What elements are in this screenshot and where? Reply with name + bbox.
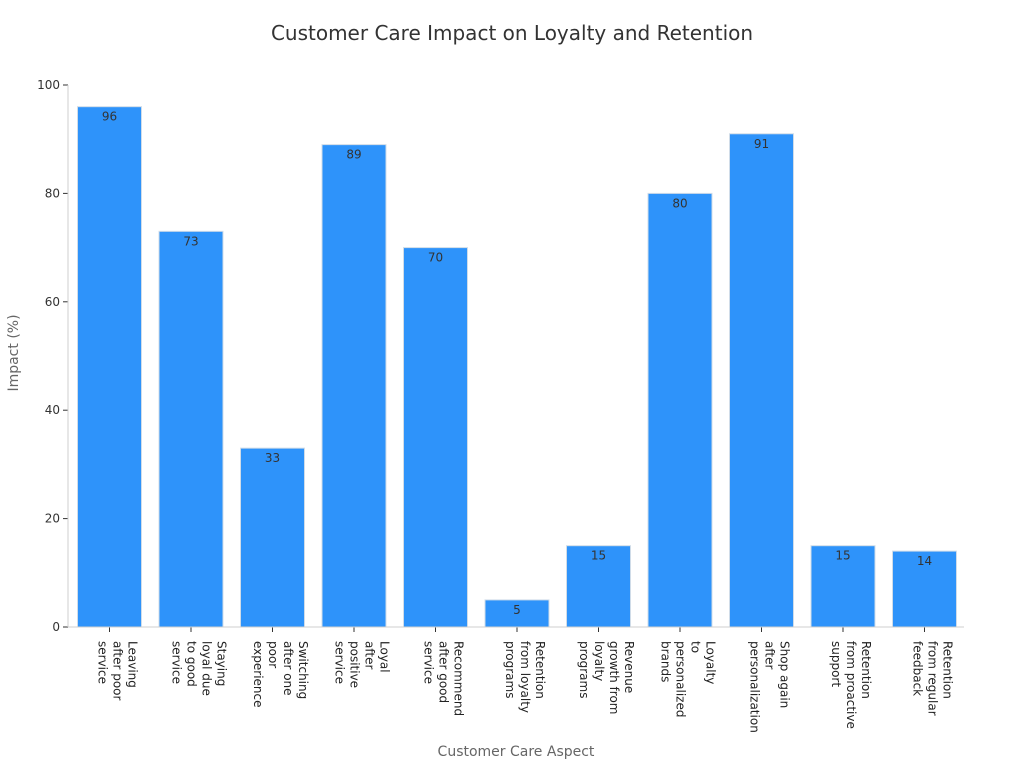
x-tick-label-line: positive xyxy=(348,641,362,688)
x-tick-label-line: to xyxy=(689,641,703,653)
x-tick-label-line: Loyal xyxy=(378,641,392,673)
x-tick-label-line: after good xyxy=(437,641,451,703)
x-tick-label-line: Revenue xyxy=(622,641,636,693)
x-tick-label-line: Retention xyxy=(859,641,873,699)
bar-value-label: 70 xyxy=(428,251,443,265)
x-tick-label-line: Shop again xyxy=(778,641,792,708)
x-tick-label-line: poor xyxy=(266,641,280,668)
bar xyxy=(647,192,713,628)
x-tick-label-line: after poor xyxy=(111,641,125,701)
bar xyxy=(158,230,224,628)
x-tick-label-line: programs xyxy=(577,641,591,698)
x-tick-label-line: feedback xyxy=(911,641,925,696)
x-tick-label-line: Loyalty xyxy=(704,641,718,684)
y-tick-label: 80 xyxy=(45,186,60,200)
x-tick-label-line: growth from xyxy=(607,641,621,715)
x-tick-label-line: after xyxy=(763,641,777,669)
bar xyxy=(810,545,876,628)
bar-value-label: 80 xyxy=(672,196,687,210)
x-tick-label-line: Switching xyxy=(296,641,310,699)
bar-value-label: 89 xyxy=(346,148,361,162)
x-tick-label-line: programs xyxy=(503,641,517,698)
y-tick-label: 40 xyxy=(45,403,60,417)
x-tick-label-line: after one xyxy=(281,641,295,696)
x-tick-label-line: loyal due xyxy=(200,641,214,696)
x-tick-label-line: Retention xyxy=(941,641,955,699)
x-tick-label-line: service xyxy=(170,641,184,684)
x-tick-label-line: from proactive xyxy=(844,641,858,729)
bar xyxy=(240,447,305,628)
bar-value-label: 73 xyxy=(183,234,198,248)
x-tick-label-line: loyalty xyxy=(592,641,606,681)
y-axis-title: Impact (%) xyxy=(6,314,22,391)
x-tick-label-line: Staying xyxy=(215,641,229,686)
bar-value-label: 91 xyxy=(754,137,769,151)
y-tick-label: 100 xyxy=(37,78,60,92)
bar xyxy=(729,133,794,628)
x-tick-label-line: Recommend xyxy=(452,641,466,716)
x-tick-label-line: from regular xyxy=(926,641,940,716)
y-tick-label: 0 xyxy=(52,620,60,634)
bar-value-label: 96 xyxy=(102,110,117,124)
bars: 96 73 33 89 70 5 15 80 91 15 14 xyxy=(77,106,957,628)
chart-title: Customer Care Impact on Loyalty and Rete… xyxy=(271,21,753,45)
bar xyxy=(892,550,957,628)
x-tick-label-line: experience xyxy=(251,641,265,708)
x-tick-label-line: service xyxy=(333,641,347,684)
x-axis-title: Customer Care Aspect xyxy=(438,744,595,760)
bar-value-label: 5 xyxy=(513,603,521,617)
x-tick-label-line: from loyalty xyxy=(518,641,532,713)
y-tick-label: 20 xyxy=(45,512,60,526)
bar-value-label: 15 xyxy=(835,549,850,563)
x-tick-label-line: after xyxy=(363,641,377,669)
bar-value-label: 33 xyxy=(265,451,280,465)
x-tick-label-line: service xyxy=(96,641,110,684)
bar xyxy=(566,545,631,628)
bar xyxy=(77,106,142,628)
x-tick-label-line: brands xyxy=(659,641,673,682)
bar-value-label: 15 xyxy=(591,549,606,563)
bar-value-label: 14 xyxy=(917,554,932,568)
bar xyxy=(321,144,387,628)
x-tick-label-line: personalization xyxy=(748,641,762,733)
x-tick-label-line: Retention xyxy=(533,641,547,699)
y-tick-label: 60 xyxy=(45,295,60,309)
x-tick-label-line: service xyxy=(422,641,436,684)
x-tick-label-line: support xyxy=(829,641,843,687)
y-axis: 0 20 40 60 80 100 xyxy=(37,78,68,634)
x-tick-label-line: personalized xyxy=(674,641,688,717)
x-tick-label-line: Leaving xyxy=(126,641,140,688)
x-tick-label-line: to good xyxy=(185,641,199,687)
bar xyxy=(403,247,468,628)
